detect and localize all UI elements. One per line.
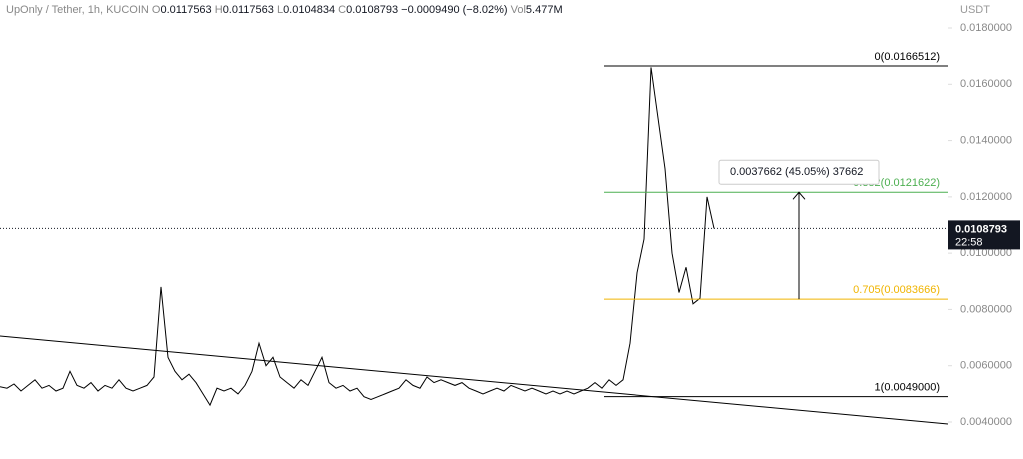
volume-label: Vol (510, 4, 526, 16)
fib-label: 1(0.0049000) (875, 382, 940, 394)
ohlc-label: L (276, 4, 284, 16)
y-tick-label: 0.0080000 (960, 303, 1012, 315)
y-tick-label: 0.0060000 (960, 360, 1012, 372)
volume-value: 5.477M (525, 4, 563, 16)
price-line (0, 67, 715, 407)
last-price-label: 0.0108793 (955, 223, 1007, 235)
change: −0.0009490 (−8.02%) (401, 4, 508, 16)
measure-label: 0.0037662 (45.05%) 37662 (730, 166, 863, 178)
ohlc-value: 0.0108793 (346, 4, 399, 16)
y-tick-label: 0.0040000 (960, 416, 1012, 428)
legend-header: UpOnly / Tether, 1h, KUCOIN O0.0117563 H… (6, 4, 563, 16)
measure-arrow-head (792, 191, 806, 200)
symbol: UpOnly / Tether, 1h, KUCOIN (6, 4, 149, 16)
y-axis-unit: USDT (960, 4, 990, 16)
ohlc-label: H (214, 4, 223, 16)
fib-label: 0(0.0166512) (875, 51, 940, 63)
y-tick-label: 0.0180000 (960, 22, 1012, 34)
ohlc-label: O (151, 4, 161, 16)
y-tick-label: 0.0140000 (960, 134, 1012, 146)
ohlc-value: 0.0117563 (160, 4, 212, 16)
y-tick-label: 0.0160000 (960, 78, 1012, 90)
y-tick-label: 0.0120000 (960, 191, 1012, 203)
ohlc-value: 0.0104834 (283, 4, 336, 16)
countdown: 22:58 (955, 236, 983, 248)
last-price-box (948, 220, 1020, 250)
measure-box (718, 159, 880, 185)
ohlc-value: 0.0117563 (222, 4, 274, 16)
y-tick-label: 0.0100000 (960, 247, 1012, 259)
ohlc-label: C (338, 4, 347, 16)
fib-label: 0.705(0.0083666) (853, 284, 940, 296)
trend-line (0, 335, 949, 425)
